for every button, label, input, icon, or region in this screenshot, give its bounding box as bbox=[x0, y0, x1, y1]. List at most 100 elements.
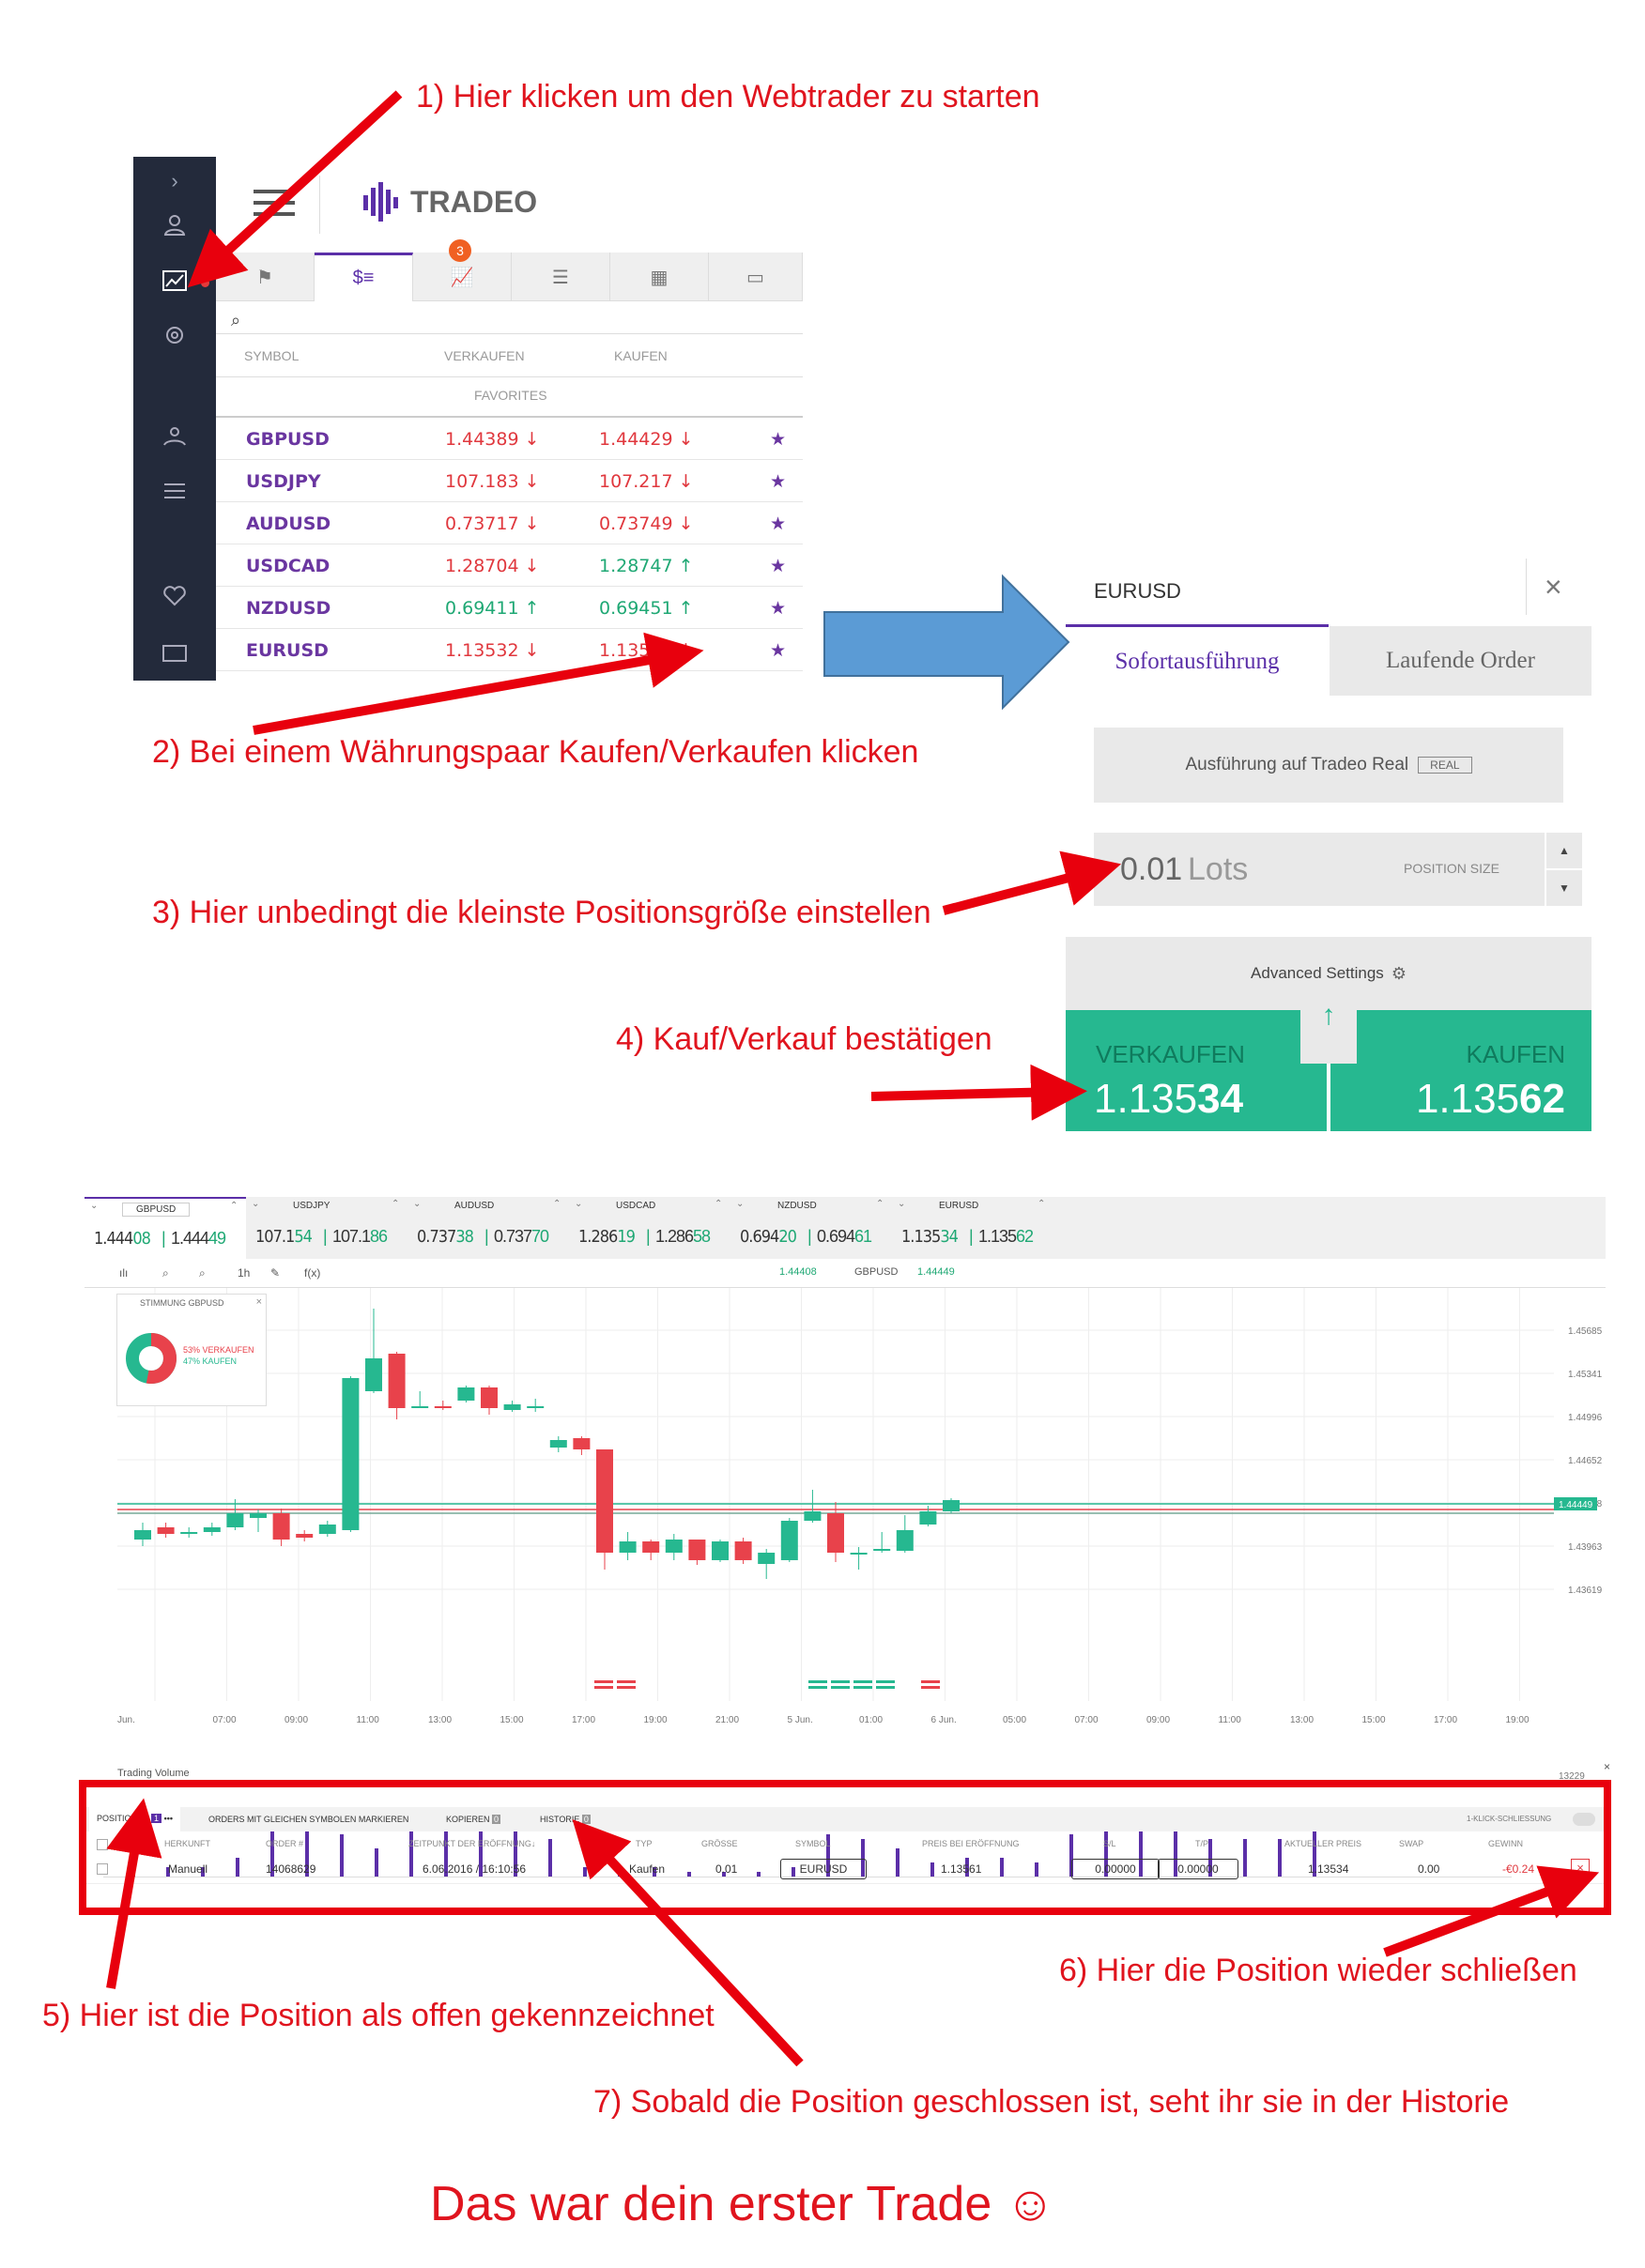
favorite-star-icon[interactable]: ★ bbox=[770, 513, 787, 534]
draw-icon[interactable]: ✎ bbox=[270, 1266, 281, 1280]
chevron-down-icon[interactable]: ⌄ bbox=[252, 1199, 260, 1209]
expand-icon[interactable]: › bbox=[171, 169, 178, 192]
hamburger-menu-icon[interactable] bbox=[254, 190, 295, 218]
watchlist-row[interactable]: EURUSD 1.13532 ↓ 1.13562 ↓ ★ bbox=[216, 629, 803, 671]
pair-tab[interactable]: ⌄ USDCAD ⌃ 1.28619 | 1.28658 bbox=[575, 1199, 723, 1247]
size-down-stepper[interactable]: ▼ bbox=[1546, 870, 1582, 906]
candlestick bbox=[250, 1513, 267, 1518]
volume-bar bbox=[1000, 1858, 1004, 1877]
search-icon[interactable]: ⌕ bbox=[231, 311, 241, 329]
favorite-star-icon[interactable]: ★ bbox=[770, 598, 787, 619]
tab-calendar-icon[interactable]: ▦ bbox=[610, 253, 709, 301]
buy-button[interactable]: KAUFEN 1.13562 bbox=[1330, 1010, 1591, 1131]
row-buy-price[interactable]: 107.217 ↓ bbox=[599, 471, 694, 492]
row-sell-price[interactable]: 0.73717 ↓ bbox=[445, 513, 540, 534]
list-icon[interactable] bbox=[154, 470, 195, 512]
position-size-field[interactable]: 0.01 Lots POSITION SIZE bbox=[1094, 833, 1545, 906]
pair-bid[interactable]: 1.44408 bbox=[94, 1229, 151, 1249]
favorites-heart-icon[interactable] bbox=[154, 575, 195, 617]
row-buy-price[interactable]: 1.28747 ↑ bbox=[599, 556, 694, 576]
pair-ask[interactable]: 1.44449 bbox=[171, 1229, 226, 1248]
stop-loss-field[interactable]: 0.00000 bbox=[1071, 1859, 1160, 1879]
user-icon[interactable] bbox=[154, 204, 195, 245]
row-sell-price[interactable]: 0.69411 ↑ bbox=[445, 598, 540, 619]
volume-close-icon[interactable]: × bbox=[1604, 1760, 1611, 1773]
chevron-down-icon[interactable]: ⌄ bbox=[736, 1199, 745, 1209]
chevron-up-icon[interactable]: ⌃ bbox=[553, 1199, 561, 1209]
pair-bid[interactable]: 1.13534 bbox=[901, 1227, 959, 1247]
watchlist-row[interactable]: AUDUSD 0.73717 ↓ 0.73749 ↓ ★ bbox=[216, 502, 803, 544]
monitor-icon[interactable] bbox=[154, 634, 195, 675]
community-icon[interactable] bbox=[154, 416, 195, 457]
watchlist-row[interactable]: GBPUSD 1.44389 ↓ 1.44429 ↓ ★ bbox=[216, 418, 803, 460]
chevron-up-icon[interactable]: ⌃ bbox=[392, 1199, 400, 1209]
pair-tab[interactable]: ⌄ EURUSD ⌃ 1.13534 | 1.13562 bbox=[898, 1199, 1046, 1247]
chevron-up-icon[interactable]: ⌃ bbox=[230, 1201, 238, 1211]
pair-bid[interactable]: 0.73738 bbox=[417, 1227, 474, 1247]
row-buy-price[interactable]: 0.73749 ↓ bbox=[599, 513, 694, 534]
column-header: ORDER # bbox=[266, 1839, 304, 1848]
settings-icon[interactable] bbox=[154, 314, 195, 356]
tab-watchlist-icon[interactable]: $≡ bbox=[315, 253, 413, 301]
tab-instant-execution[interactable]: Sofortausführung bbox=[1066, 624, 1329, 696]
webtrader-chart-icon[interactable] bbox=[154, 260, 195, 301]
timeframe-button[interactable]: 1h bbox=[238, 1266, 251, 1280]
size-up-stepper[interactable]: ▲ bbox=[1546, 833, 1582, 868]
row-sell-price[interactable]: 107.183 ↓ bbox=[445, 471, 540, 492]
pair-bid[interactable]: 107.154 bbox=[255, 1227, 313, 1247]
watchlist-row[interactable]: USDJPY 107.183 ↓ 107.217 ↓ ★ bbox=[216, 460, 803, 502]
chevron-down-icon[interactable]: ⌄ bbox=[90, 1201, 99, 1211]
tab-news-icon[interactable]: ☰ bbox=[512, 253, 610, 301]
close-icon[interactable]: × bbox=[1545, 570, 1562, 604]
tab-same-symbol[interactable]: ORDERS MIT GLEICHEN SYMBOLEN MARKIEREN bbox=[208, 1815, 409, 1824]
pair-tab[interactable]: ⌄ NZDUSD ⌃ 0.69420 | 0.69461 bbox=[736, 1199, 884, 1247]
tab-copy[interactable]: KOPIEREN 0 bbox=[446, 1815, 501, 1824]
chevron-down-icon[interactable]: ⌄ bbox=[413, 1199, 422, 1209]
chevron-down-icon[interactable]: ⌄ bbox=[898, 1199, 906, 1209]
row-buy-price[interactable]: 0.69451 ↑ bbox=[599, 598, 694, 619]
advanced-settings[interactable]: Advanced Settings ⚙ bbox=[1066, 937, 1591, 1010]
favorite-star-icon[interactable]: ★ bbox=[770, 429, 787, 450]
pair-ask[interactable]: 0.69461 bbox=[817, 1227, 872, 1246]
take-profit-field[interactable]: 0.00000 bbox=[1158, 1859, 1238, 1879]
favorite-star-icon[interactable]: ★ bbox=[770, 556, 787, 576]
pair-tab[interactable]: ⌄ GBPUSD ⌃ 1.44408 | 1.44449 bbox=[85, 1197, 246, 1259]
watchlist-row[interactable]: NZDUSD 0.69411 ↑ 0.69451 ↑ ★ bbox=[216, 587, 803, 629]
price-chart[interactable]: 1.456851.453411.449961.446521.443081.439… bbox=[117, 1288, 1606, 1734]
pair-ask[interactable]: 0.73770 bbox=[494, 1227, 549, 1246]
zoom-in-icon[interactable]: ⌕ bbox=[162, 1266, 169, 1280]
chevron-up-icon[interactable]: ⌃ bbox=[715, 1199, 723, 1209]
watchlist-row[interactable]: USDCAD 1.28704 ↓ 1.28747 ↑ ★ bbox=[216, 544, 803, 587]
chevron-up-icon[interactable]: ⌃ bbox=[876, 1199, 884, 1209]
favorite-star-icon[interactable]: ★ bbox=[770, 471, 787, 492]
pair-tab[interactable]: ⌄ AUDUSD ⌃ 0.73738 | 0.73770 bbox=[413, 1199, 561, 1247]
pair-tab[interactable]: ⌄ USDJPY ⌃ 107.154 | 107.186 bbox=[252, 1199, 400, 1247]
candles-icon[interactable]: ılı bbox=[119, 1266, 129, 1280]
column-header: SWAP bbox=[1399, 1839, 1424, 1848]
chevron-up-icon[interactable]: ⌃ bbox=[1038, 1199, 1046, 1209]
execution-account[interactable]: Ausführung auf Tradeo Real REAL bbox=[1094, 728, 1563, 803]
chevron-down-icon[interactable]: ⌄ bbox=[575, 1199, 583, 1209]
one-click-close-toggle[interactable] bbox=[1573, 1813, 1595, 1826]
tab-chart-icon[interactable]: 📈 bbox=[413, 253, 512, 301]
row-sell-price[interactable]: 1.44389 ↓ bbox=[445, 429, 540, 450]
indicator-button[interactable]: f(x) bbox=[304, 1266, 321, 1280]
row-buy-price[interactable]: 1.13562 ↓ bbox=[599, 640, 694, 661]
tab-chat-icon[interactable]: ▭ bbox=[709, 253, 803, 301]
tab-history[interactable]: HISTORIE 0 bbox=[540, 1815, 591, 1824]
row-sell-price[interactable]: 1.13532 ↓ bbox=[445, 640, 540, 661]
pair-bid[interactable]: 0.69420 bbox=[740, 1227, 797, 1247]
pair-ask[interactable]: 1.28658 bbox=[655, 1227, 711, 1246]
sell-button[interactable]: VERKAUFEN 1.13534 bbox=[1066, 1010, 1327, 1131]
pair-ask[interactable]: 1.13562 bbox=[978, 1227, 1034, 1246]
favorite-star-icon[interactable]: ★ bbox=[770, 640, 787, 661]
pair-bid[interactable]: 1.28619 bbox=[578, 1227, 636, 1247]
pair-ask[interactable]: 107.186 bbox=[332, 1227, 388, 1246]
tab-pending-order[interactable]: Laufende Order bbox=[1330, 626, 1591, 696]
row-sell-price[interactable]: 1.28704 ↓ bbox=[445, 556, 540, 576]
sentiment-close-icon[interactable]: × bbox=[255, 1296, 262, 1308]
zoom-out-icon[interactable]: ⌕ bbox=[199, 1266, 206, 1280]
row-buy-price[interactable]: 1.44429 ↓ bbox=[599, 429, 694, 450]
tab-trade-icon[interactable]: ⚑ bbox=[216, 253, 315, 301]
current-price-label: 1.44449 bbox=[1559, 1500, 1593, 1510]
